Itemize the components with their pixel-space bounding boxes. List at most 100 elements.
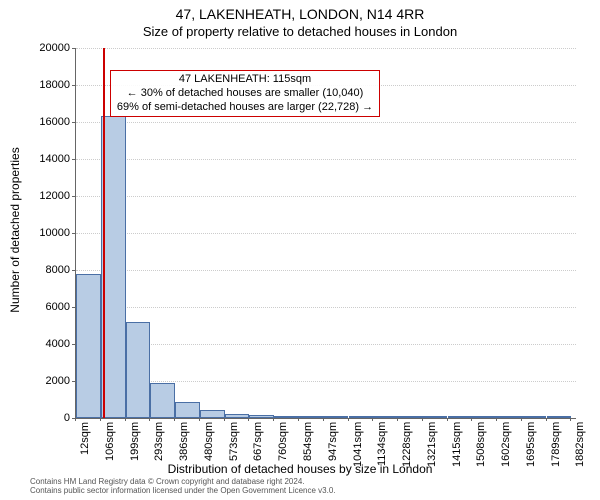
y-tick-mark [72, 381, 75, 382]
histogram-bar [274, 416, 299, 418]
histogram-bar [522, 416, 547, 418]
x-tick-label: 1882sqm [574, 422, 586, 467]
histogram-bar [324, 416, 349, 418]
histogram-bar [547, 416, 572, 418]
gridline [76, 344, 576, 345]
x-tick-mark [372, 418, 373, 421]
footer-line: Contains public sector information licen… [30, 486, 336, 495]
gridline [76, 233, 576, 234]
x-tick-label: 1041sqm [352, 422, 364, 467]
x-tick-label: 293sqm [153, 422, 165, 461]
x-tick-mark [199, 418, 200, 421]
x-tick-mark [125, 418, 126, 421]
chart-title: 47, LAKENHEATH, LONDON, N14 4RR [0, 6, 600, 22]
gridline [76, 270, 576, 271]
y-tick-label: 12000 [25, 190, 70, 202]
y-tick-label: 2000 [25, 375, 70, 387]
footer-line: Contains HM Land Registry data © Crown c… [30, 477, 305, 486]
y-tick-label: 18000 [25, 79, 70, 91]
histogram-bar [175, 402, 200, 418]
y-tick-label: 16000 [25, 116, 70, 128]
x-tick-mark [422, 418, 423, 421]
x-tick-label: 386sqm [178, 422, 190, 461]
histogram-bar [249, 415, 274, 418]
histogram-bar [200, 410, 225, 418]
x-tick-mark [447, 418, 448, 421]
y-tick-mark [72, 233, 75, 234]
x-tick-mark [323, 418, 324, 421]
x-tick-label: 1508sqm [475, 422, 487, 467]
y-tick-label: 20000 [25, 42, 70, 54]
y-tick-mark [72, 122, 75, 123]
histogram-bar [472, 416, 497, 418]
x-tick-mark [174, 418, 175, 421]
histogram-bar [497, 416, 522, 418]
x-tick-mark [496, 418, 497, 421]
x-tick-label: 760sqm [277, 422, 289, 461]
y-tick-mark [72, 307, 75, 308]
x-tick-mark [397, 418, 398, 421]
x-tick-mark [298, 418, 299, 421]
y-tick-mark [72, 85, 75, 86]
footer-attribution: Contains HM Land Registry data © Crown c… [30, 478, 590, 496]
x-tick-label: 199sqm [129, 422, 141, 461]
x-tick-label: 667sqm [252, 422, 264, 461]
x-tick-mark [149, 418, 150, 421]
x-tick-label: 1415sqm [451, 422, 463, 467]
chart-container: 47, LAKENHEATH, LONDON, N14 4RR Size of … [0, 0, 600, 500]
x-tick-mark [471, 418, 472, 421]
annotation-line: 69% of semi-detached houses are larger (… [117, 101, 373, 115]
y-tick-label: 10000 [25, 227, 70, 239]
x-tick-label: 1789sqm [550, 422, 562, 467]
x-tick-label: 106sqm [104, 422, 116, 461]
y-tick-mark [72, 344, 75, 345]
x-tick-mark [546, 418, 547, 421]
x-tick-label: 1321sqm [426, 422, 438, 467]
y-tick-label: 14000 [25, 153, 70, 165]
histogram-bar [225, 414, 250, 418]
x-tick-mark [224, 418, 225, 421]
y-tick-label: 6000 [25, 301, 70, 313]
x-tick-mark [273, 418, 274, 421]
x-tick-label: 1134sqm [376, 422, 388, 466]
y-tick-label: 0 [25, 412, 70, 424]
x-tick-label: 1602sqm [500, 422, 512, 467]
histogram-bar [76, 274, 101, 418]
histogram-bar [373, 416, 398, 418]
annotation-line: 47 LAKENHEATH: 115sqm [117, 73, 373, 87]
plot-area: 47 LAKENHEATH: 115sqm← 30% of detached h… [75, 48, 576, 419]
annotation-line: ← 30% of detached houses are smaller (10… [117, 87, 373, 101]
x-tick-mark [75, 418, 76, 421]
x-tick-label: 854sqm [302, 422, 314, 461]
x-tick-label: 947sqm [327, 422, 339, 461]
histogram-bar [299, 416, 324, 418]
gridline [76, 48, 576, 49]
histogram-bar [150, 383, 175, 418]
y-tick-label: 8000 [25, 264, 70, 276]
x-tick-label: 480sqm [203, 422, 215, 461]
gridline [76, 307, 576, 308]
x-tick-mark [348, 418, 349, 421]
gridline [76, 381, 576, 382]
x-tick-label: 1695sqm [525, 422, 537, 467]
x-tick-mark [100, 418, 101, 421]
x-tick-label: 573sqm [228, 422, 240, 461]
x-tick-mark [570, 418, 571, 421]
annotation-box: 47 LAKENHEATH: 115sqm← 30% of detached h… [110, 70, 380, 117]
x-tick-mark [248, 418, 249, 421]
y-tick-mark [72, 48, 75, 49]
histogram-bar [398, 416, 423, 418]
histogram-bar [349, 416, 374, 418]
y-tick-mark [72, 270, 75, 271]
x-tick-label: 1228sqm [401, 422, 413, 467]
property-marker-line [103, 48, 105, 418]
x-tick-mark [521, 418, 522, 421]
chart-subtitle: Size of property relative to detached ho… [0, 24, 600, 39]
y-tick-mark [72, 196, 75, 197]
histogram-bar [448, 416, 473, 418]
gridline [76, 159, 576, 160]
histogram-bar [423, 416, 448, 418]
gridline [76, 196, 576, 197]
x-tick-label: 12sqm [79, 422, 91, 455]
y-tick-mark [72, 159, 75, 160]
